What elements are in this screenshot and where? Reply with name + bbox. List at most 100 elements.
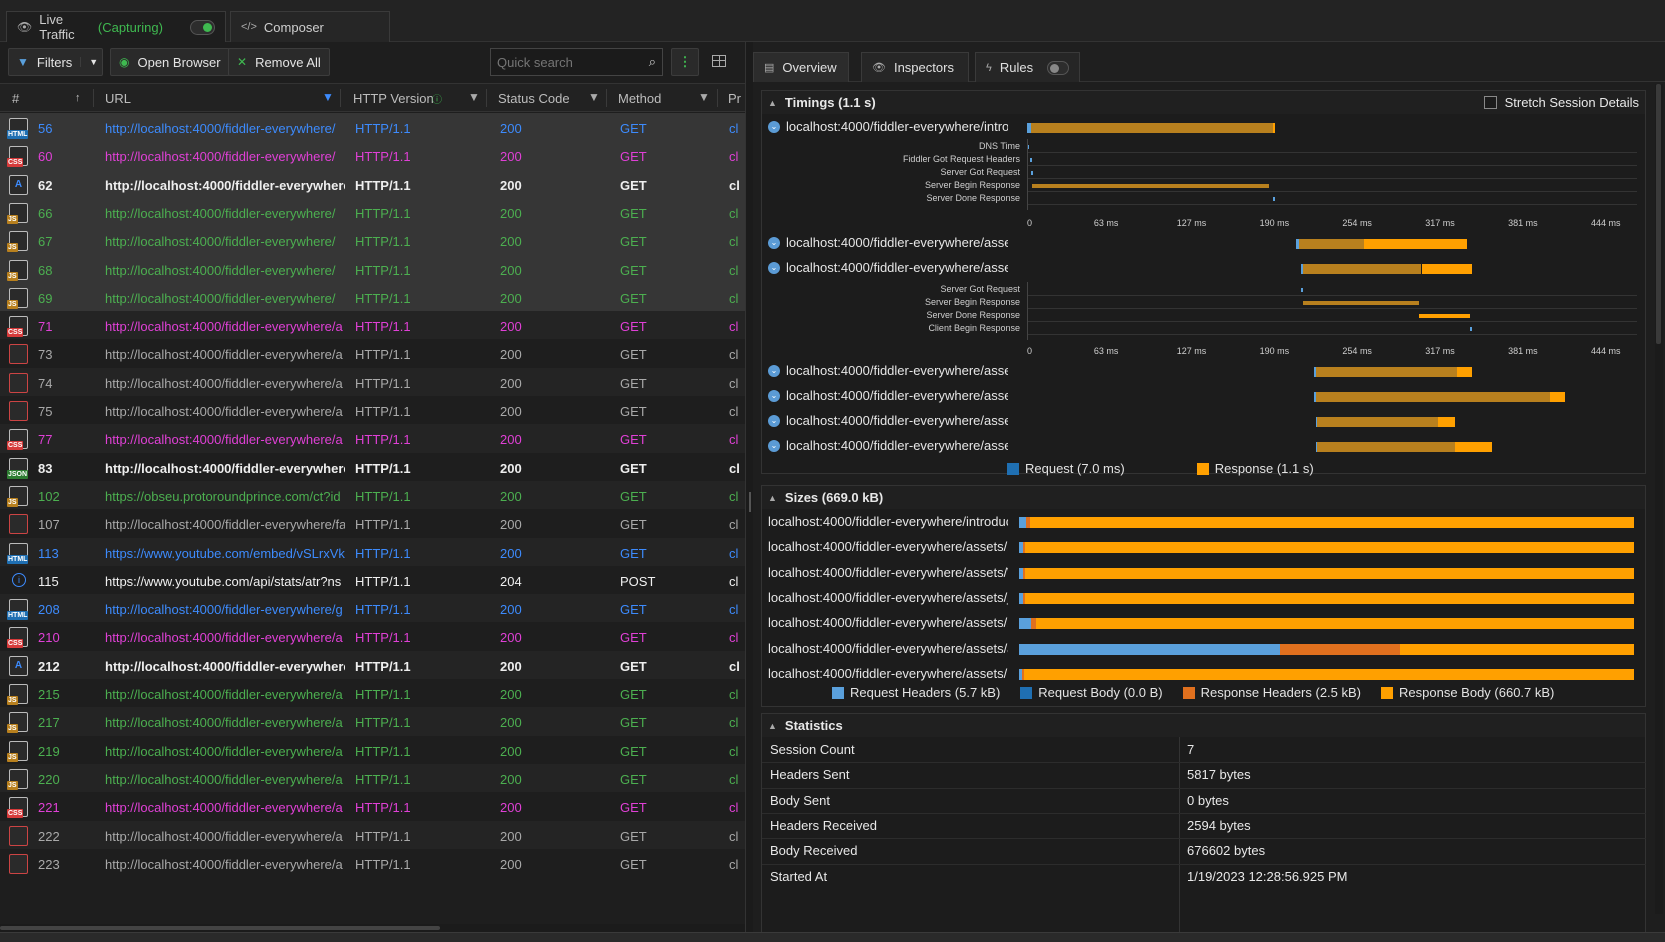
chevron-circle-icon[interactable]: ⌄ [768,389,780,402]
session-row[interactable]: HTML 56 http://localhost:4000/fiddler-ever… [0,113,745,143]
timings-header[interactable]: ▲ Timings (1.1 s) Stretch Session Detail… [762,91,1645,114]
session-row[interactable]: 75 http://localhost:4000/fiddler-everywhe… [0,396,745,426]
timing-session-row[interactable]: ⌄ localhost:4000/fiddler-everywhere/asset… [762,408,1646,435]
size-row[interactable]: localhost:4000/fiddler-everywhere/introd… [762,509,1646,534]
info-circle-icon: i [12,572,26,587]
timing-session-row[interactable]: ⌄ localhost:4000/fiddler-everywhere/asset… [762,358,1646,385]
size-row-label: localhost:4000/fiddler-everywhere/assets… [768,615,1008,631]
method-filter-icon[interactable]: ▼ [698,90,710,104]
tab-live-traffic[interactable]: 👁 Live Traffic (Capturing) [6,11,226,42]
vertical-scrollbar[interactable] [1655,84,1663,914]
session-row[interactable]: JS 220 http://localhost:4000/fiddler-every… [0,763,745,794]
timing-phase-label: Server Done Response [926,193,1020,203]
session-row[interactable]: JSON 83 http://localhost:4000/fiddler-ever… [0,452,745,483]
status-filter-icon[interactable]: ▼ [588,90,600,104]
chevron-circle-icon[interactable]: ⌄ [768,439,780,452]
session-row[interactable]: 74 http://localhost:4000/fiddler-everywhe… [0,367,745,398]
filters-dropdown-icon[interactable]: ▼ [80,57,106,67]
timing-session-row[interactable]: ⌄ localhost:4000/fiddler-everywhere/asset… [762,230,1646,257]
lightning-icon: ϟ [986,61,992,74]
session-row[interactable]: JS 217 http://localhost:4000/fiddler-every… [0,707,745,738]
chevron-circle-icon[interactable]: ⌄ [768,236,780,249]
session-row[interactable]: JS 215 http://localhost:4000/fiddler-every… [0,679,745,709]
open-browser-button[interactable]: ◉ Open Browser [110,48,230,76]
remove-all-button[interactable]: ✕ Remove All [228,48,330,76]
session-row[interactable]: JS 67 http://localhost:4000/fiddler-everyw… [0,226,745,257]
timing-session-row[interactable]: ⌄ localhost:4000/fiddler-everywhere/asset… [762,255,1646,282]
session-url: http://localhost:4000/fiddler-everywhere… [105,319,343,335]
pane-splitter[interactable] [745,42,753,932]
session-http-version: HTTP/1.1 [355,319,411,335]
col-header-method[interactable]: Method [618,90,662,106]
chevron-circle-icon[interactable]: ⌄ [768,261,780,274]
session-row[interactable]: CSS 210 http://localhost:4000/fiddler-ever… [0,622,745,653]
capture-toggle[interactable] [189,19,215,35]
timing-phase-gridline [1027,191,1637,192]
sizes-header[interactable]: ▲ Sizes (669.0 kB) [762,486,1645,509]
stretch-session-details[interactable]: Stretch Session Details [1483,95,1639,110]
tab-rules[interactable]: ϟ Rules [975,52,1080,82]
remove-all-label: Remove All [255,54,321,70]
session-row[interactable]: JS 68 http://localhost:4000/fiddler-everyw… [0,254,745,285]
sort-up-icon[interactable]: ↑ [75,92,81,104]
col-header-url[interactable]: URL [105,90,132,106]
session-row[interactable]: CSS 71 http://localhost:4000/fiddler-every… [0,311,745,342]
chevron-circle-icon[interactable]: ⌄ [768,414,780,427]
session-status: 200 [500,602,522,618]
session-row[interactable]: JS 102 https://obseu.protoroundprince.com/… [0,480,745,511]
stretch-checkbox[interactable] [1483,96,1497,109]
col-header-status[interactable]: Status Code [498,90,570,106]
session-row[interactable]: HTML 208 http://localhost:4000/fiddler-eve… [0,594,745,625]
tab-overview[interactable]: ▤ Overview [753,52,849,82]
url-filter-icon[interactable]: ▼ [322,90,334,104]
horizontal-scrollbar[interactable] [0,924,745,932]
timing-session-row[interactable]: ⌄ localhost:4000/fiddler-everywhere/asset… [762,433,1646,460]
filters-button[interactable]: ▼ Filters ▼ [8,48,103,76]
layout-icon[interactable] [712,55,726,67]
session-row[interactable]: JS 66 http://localhost:4000/fiddler-everyw… [0,197,745,228]
tab-composer[interactable]: </> Composer [230,11,390,42]
response-headers-segment [1022,592,1025,604]
timing-session-row[interactable]: ⌄ localhost:4000/fiddler-everywhere/asset… [762,383,1646,410]
size-row[interactable]: localhost:4000/fiddler-everywhere/assets… [762,560,1646,585]
session-row[interactable]: A 62 http://localhost:4000/fiddler-everywh… [0,169,745,200]
size-row[interactable]: localhost:4000/fiddler-everywhere/assets… [762,534,1646,559]
session-row[interactable]: CSS 221 http://localhost:4000/fiddler-ever… [0,792,745,823]
response-body-segment [1024,542,1634,554]
session-row[interactable]: i 115 https://www.youtube.com/api/stats/at… [0,565,745,596]
response-body-segment [1024,567,1634,579]
session-protocol: cl [729,658,740,674]
session-row[interactable]: 107 http://localhost:4000/fiddler-everywh… [0,509,745,540]
session-row[interactable]: 73 http://localhost:4000/fiddler-everywhe… [0,339,745,370]
session-row[interactable]: 222 http://localhost:4000/fiddler-everywh… [0,820,745,851]
rules-toggle[interactable] [1047,60,1069,75]
col-header-num[interactable]: # [12,90,20,106]
info-icon[interactable]: ⓘ [432,94,442,106]
session-row[interactable]: CSS 60 http://localhost:4000/fiddler-every… [0,141,745,172]
tab-inspectors[interactable]: 👁 Inspectors [861,52,969,82]
session-row[interactable]: HTML 113 https://www.youtube.com/embed/vSL… [0,537,745,568]
more-options-button[interactable]: ⋮ [671,48,699,76]
chevron-circle-icon[interactable]: ⌄ [768,364,780,377]
size-row[interactable]: localhost:4000/fiddler-everywhere/assets… [762,636,1646,661]
col-header-http-version[interactable]: HTTP Version [353,90,434,106]
session-row[interactable]: JS 219 http://localhost:4000/fiddler-every… [0,735,745,766]
session-url: http://localhost:4000/fiddler-everywhere… [105,715,343,731]
timing-session-row[interactable]: ⌄ localhost:4000/fiddler-everywhere/intro… [762,114,1646,141]
size-row[interactable]: localhost:4000/fiddler-everywhere/assets… [762,585,1646,610]
session-row[interactable]: CSS 77 http://localhost:4000/fiddler-every… [0,424,745,455]
http-version-filter-icon[interactable]: ▼ [468,90,480,104]
session-http-version: HTTP/1.1 [355,432,411,448]
timing-phase-label: Client Begin Response [928,323,1020,333]
chevron-circle-icon[interactable]: ⌄ [768,120,780,133]
session-row[interactable]: A 212 http://localhost:4000/fiddler-everyw… [0,650,745,681]
search-icon[interactable]: ⌕ [648,54,656,69]
col-header-protocol[interactable]: Pr [728,90,741,106]
size-row[interactable]: localhost:4000/fiddler-everywhere/assets… [762,661,1646,686]
quick-search-input[interactable] [497,54,627,70]
statistics-header[interactable]: ▲ Statistics [762,714,1645,737]
session-row[interactable]: JS 69 http://localhost:4000/fiddler-everyw… [0,282,745,313]
session-url: http://localhost:4000/fiddler-everywhere… [105,347,343,363]
session-row[interactable]: 223 http://localhost:4000/fiddler-everywh… [0,848,745,879]
size-row[interactable]: localhost:4000/fiddler-everywhere/assets… [762,610,1646,635]
